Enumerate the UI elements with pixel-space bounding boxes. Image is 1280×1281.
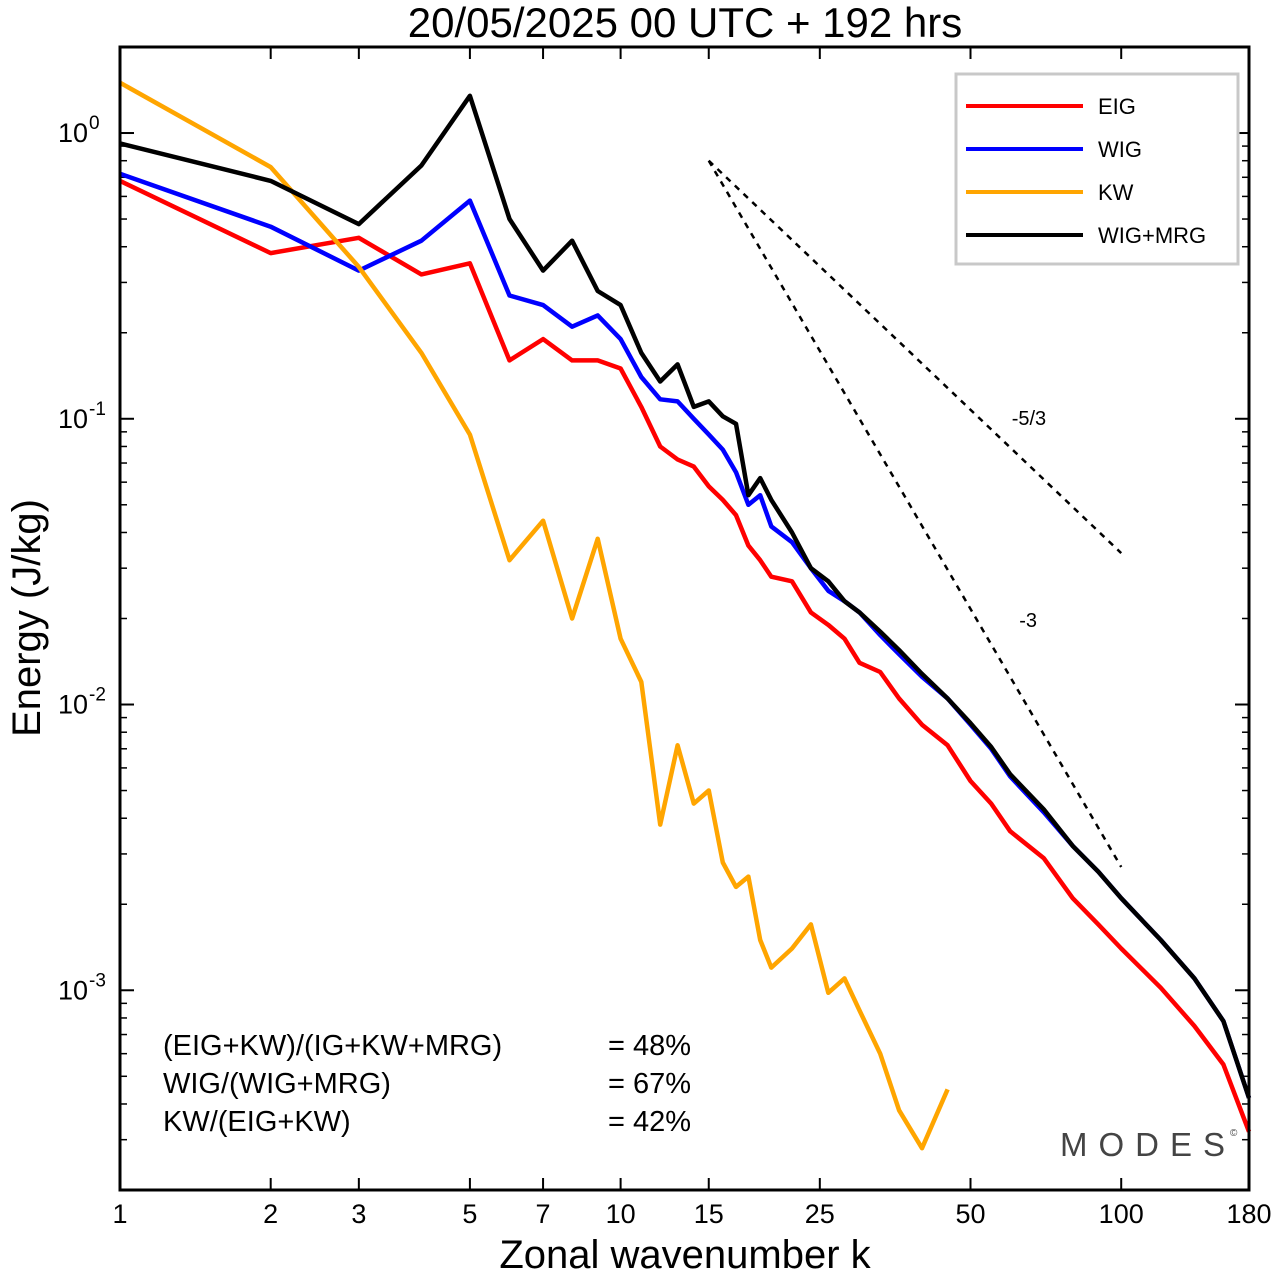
y-axis-label: Energy (J/kg): [5, 499, 49, 737]
x-tick-label-9: 100: [1099, 1199, 1144, 1229]
reference-slope-lines: -5/3 -3: [707, 159, 1123, 868]
ratio-value-2: = 42%: [608, 1106, 691, 1138]
ratio-label-1: WIG/(WIG+MRG): [163, 1068, 391, 1100]
plot-frame: [118, 45, 1251, 1192]
x-tick-labels: 1 2 3 5 7 10 15 25 50 100 180: [112, 1199, 1271, 1229]
series-line-eig: [119, 178, 1252, 1133]
x-tick-label-5: 10: [606, 1199, 636, 1229]
y-tick-label-0: 10: [58, 118, 88, 148]
modes-watermark: MODES: [1060, 1126, 1236, 1163]
y-tick-label-3: 10: [58, 975, 88, 1005]
x-axis-label: Zonal wavenumber k: [499, 1233, 871, 1277]
legend-label-2: KW: [1098, 180, 1134, 205]
x-tick-label-8: 50: [955, 1199, 985, 1229]
x-tick-label-6: 15: [694, 1199, 724, 1229]
legend-label-1: WIG: [1098, 137, 1142, 162]
ratio-value-0: = 48%: [608, 1030, 691, 1062]
ratio-label-2: KW/(EIG+KW): [163, 1106, 351, 1138]
y-tick-exponent-2: -2: [89, 685, 106, 706]
x-tick-label-10: 180: [1226, 1199, 1271, 1229]
legend-entries: EIG WIG KW WIG+MRG: [966, 94, 1206, 248]
slope-label-1: -3: [1019, 610, 1037, 632]
x-tick-label-3: 5: [462, 1199, 477, 1229]
legend-label-3: WIG+MRG: [1098, 223, 1206, 248]
x-tick-label-0: 1: [112, 1199, 127, 1229]
x-tick-label-2: 3: [351, 1199, 366, 1229]
series-line-kw: [118, 80, 950, 1151]
legend: EIG WIG KW WIG+MRG: [954, 72, 1240, 266]
x-tick-label-4: 7: [536, 1199, 551, 1229]
x-tick-label-7: 25: [805, 1199, 835, 1229]
y-tick-label-2: 10: [58, 690, 88, 720]
y-tick-label-1: 10: [58, 404, 88, 434]
series-lines: [118, 80, 1252, 1151]
y-tick-exponent-0: 0: [89, 113, 100, 134]
slope-label-0: -5/3: [1012, 408, 1046, 430]
chart-title: 20/05/2025 00 UTC + 192 hrs: [408, 0, 963, 46]
series-line-wig-mrg: [119, 93, 1252, 1099]
x-tick-label-1: 2: [263, 1199, 278, 1229]
y-tick-exponent-3: -3: [89, 970, 106, 991]
ratio-label-0: (EIG+KW)/(IG+KW+MRG): [163, 1030, 502, 1062]
slope-line-minus-3: [707, 160, 1123, 868]
y-tick-exponent-1: -1: [89, 399, 106, 420]
copyright-mark: ©: [1230, 1128, 1238, 1139]
ratio-annotations: (EIG+KW)/(IG+KW+MRG) = 48% WIG/(WIG+MRG) = …: [163, 1030, 691, 1138]
ratio-value-1: = 67%: [608, 1068, 691, 1100]
legend-label-0: EIG: [1098, 94, 1136, 119]
